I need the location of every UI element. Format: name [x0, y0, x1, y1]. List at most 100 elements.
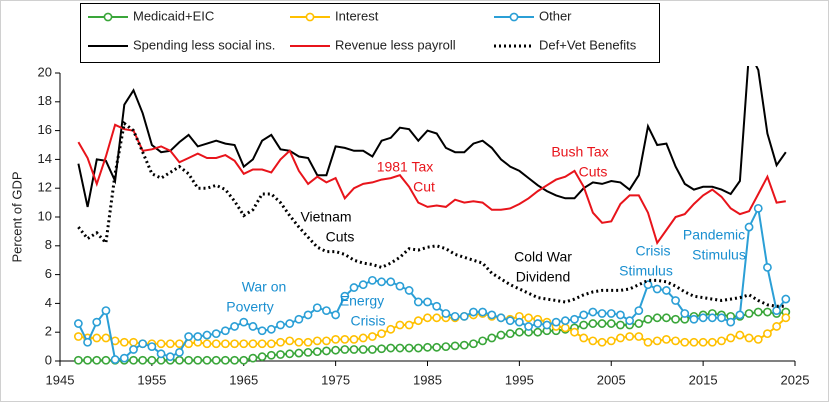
y-tick-label: 18 [38, 93, 52, 108]
point-marker [781, 313, 791, 323]
point-marker [377, 344, 386, 354]
point-marker [331, 345, 341, 355]
point-marker [753, 203, 763, 213]
point-marker [156, 349, 166, 359]
point-marker [772, 306, 782, 315]
point-marker [616, 333, 625, 343]
point-marker [340, 291, 350, 301]
x-tick-label: 1975 [321, 372, 350, 387]
point-marker [459, 340, 469, 350]
point-marker [542, 320, 552, 330]
point-marker [239, 339, 249, 349]
point-marker [514, 327, 524, 337]
point-marker [266, 339, 276, 349]
point-marker [303, 310, 313, 320]
annotation: Crisis [351, 313, 386, 329]
point-marker [349, 283, 359, 292]
y-tick-label: 2 [45, 324, 52, 339]
point-marker [478, 307, 488, 317]
annotation: Stimulus [692, 247, 746, 263]
y-axis-label: Percent of GDP [9, 171, 24, 262]
legend-label: Def+Vet Benefits [539, 37, 637, 52]
point-marker [413, 297, 423, 307]
point-marker [616, 310, 625, 320]
point-marker [211, 329, 221, 339]
point-marker [496, 313, 506, 323]
point-marker [524, 322, 533, 331]
point-marker [257, 352, 267, 362]
point-marker [175, 355, 184, 365]
point-marker [652, 313, 662, 323]
point-marker [560, 323, 570, 333]
point-marker [423, 342, 432, 352]
point-marker [404, 320, 414, 330]
point-marker [606, 309, 616, 318]
point-marker [450, 311, 460, 321]
point-marker [386, 343, 396, 353]
point-marker [735, 330, 745, 340]
point-marker [643, 314, 653, 324]
point-marker [331, 310, 341, 320]
point-marker [340, 334, 350, 344]
annotation: Cuts [326, 229, 355, 245]
point-marker [230, 355, 239, 365]
point-marker [634, 319, 644, 328]
point-marker [459, 311, 469, 321]
point-marker [331, 334, 341, 344]
point-marker [625, 316, 635, 326]
y-tick-label: 12 [38, 180, 52, 195]
point-marker [634, 306, 644, 315]
point-marker [395, 281, 405, 291]
point-marker [248, 339, 258, 349]
point-marker [165, 352, 175, 362]
point-marker [257, 339, 267, 349]
point-marker [294, 314, 304, 324]
point-marker [763, 262, 772, 272]
point-marker [211, 339, 221, 349]
point-marker [202, 355, 212, 365]
point-marker [450, 341, 460, 351]
point-marker [276, 350, 285, 359]
y-tick-label: 6 [45, 266, 52, 281]
point-marker [73, 332, 83, 341]
point-marker [239, 317, 249, 327]
point-marker [83, 337, 92, 347]
annotation: Pandemic [683, 227, 745, 243]
point-marker [423, 297, 432, 307]
point-marker [423, 313, 432, 323]
point-marker [322, 306, 331, 315]
x-tick-label: 1995 [505, 372, 534, 387]
point-marker [763, 307, 772, 317]
point-marker [744, 309, 754, 318]
point-marker [432, 313, 442, 323]
annotation: 1981 Tax [377, 159, 434, 175]
point-marker [487, 333, 497, 343]
point-marker [671, 296, 680, 305]
x-tick-label: 1965 [229, 372, 258, 387]
series-line [77, 66, 787, 208]
y-tick-label: 4 [45, 295, 52, 310]
point-marker [744, 222, 754, 232]
legend-marker [305, 12, 315, 22]
annotation: Cold War [514, 249, 572, 265]
point-marker [266, 324, 276, 334]
point-marker [156, 339, 166, 349]
y-tick-label: 10 [38, 208, 52, 223]
point-marker [616, 320, 625, 330]
point-marker [349, 345, 359, 354]
point-marker [322, 346, 331, 356]
point-marker [110, 355, 120, 364]
point-marker [101, 306, 111, 315]
point-marker [753, 334, 763, 344]
point-marker [441, 342, 451, 351]
point-marker [634, 332, 644, 341]
point-marker [202, 330, 212, 340]
point-marker [129, 337, 138, 347]
annotation: Stimulus [619, 263, 673, 279]
legend-label: Revenue less payroll [335, 37, 456, 52]
x-tick-label: 2005 [597, 372, 626, 387]
point-marker [625, 332, 635, 341]
y-tick-label: 8 [45, 237, 52, 252]
point-marker [753, 307, 763, 317]
point-marker [248, 353, 258, 363]
